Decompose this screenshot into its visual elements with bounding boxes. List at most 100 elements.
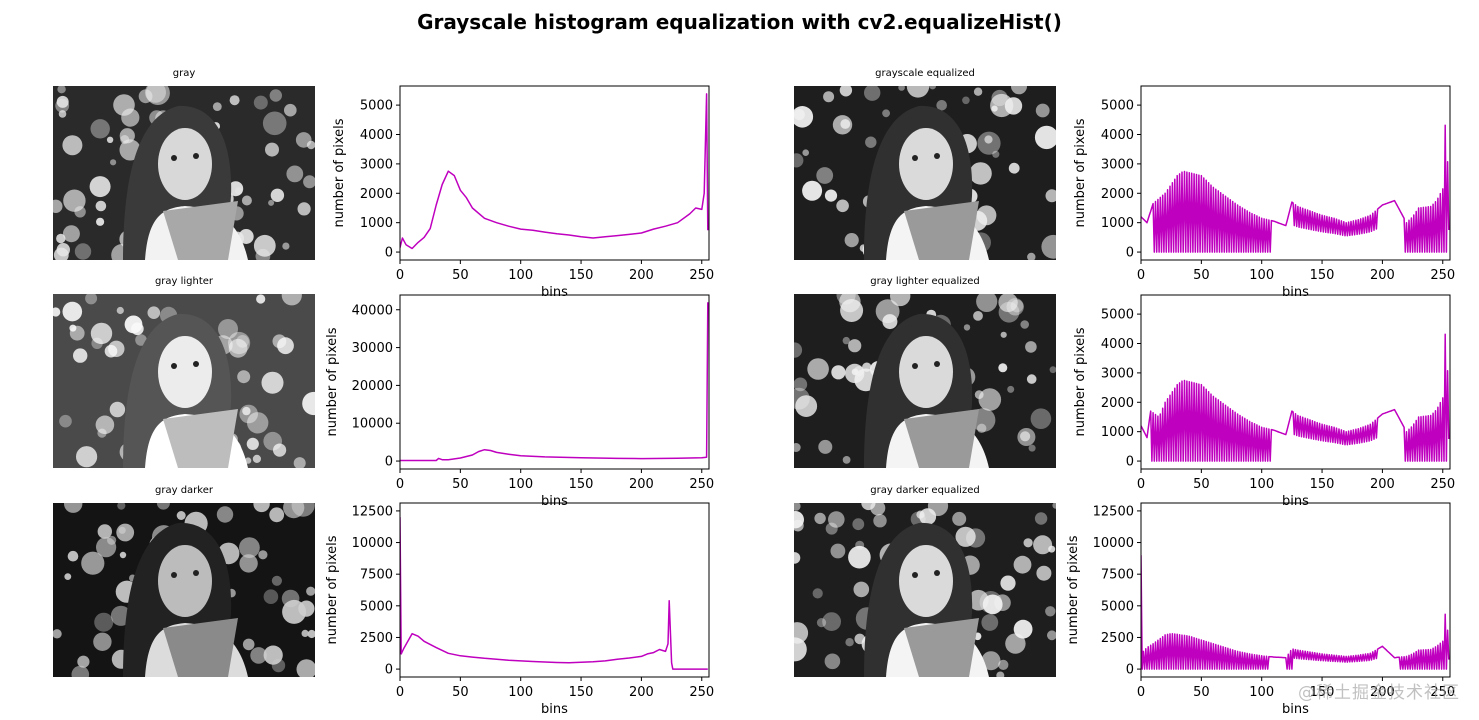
histogram-svg: 0 50 100 150 200 250 0 1000 2000 3000 4000 5000 bin…: [1073, 294, 1455, 509]
svg-text:0: 0: [385, 246, 393, 261]
svg-text:150: 150: [1310, 268, 1335, 283]
portrait-image: [53, 86, 315, 260]
svg-text:0: 0: [396, 268, 404, 283]
svg-text:250: 250: [1430, 685, 1455, 700]
histogram-line: [1141, 333, 1450, 462]
svg-text:50: 50: [1193, 685, 1210, 700]
image-title-gray-lighter: gray lighter: [154, 276, 214, 287]
histogram-gray-equalized: 0 50 100 150 200 250 0 1000 2000 3000 4000 5000 bin…: [1073, 85, 1455, 300]
photo: [794, 86, 1056, 260]
svg-text:4000: 4000: [1101, 128, 1134, 143]
image-title-gray-darker-equalized: gray darker equalized: [870, 485, 980, 496]
svg-text:50: 50: [1193, 268, 1210, 283]
svg-text:0: 0: [396, 685, 404, 700]
svg-text:7500: 7500: [1101, 568, 1134, 583]
svg-text:200: 200: [1370, 268, 1395, 283]
svg-text:0: 0: [1137, 268, 1145, 283]
svg-text:10000: 10000: [352, 536, 393, 551]
histogram-svg: 0 50 100 150 200 250 0 10000 20000 30000 40000 bin…: [325, 294, 714, 509]
svg-text:50: 50: [452, 685, 469, 700]
histogram-gray-darker-equalized: 0 50 100 150 200 250 0 2500 5000 7500 10000 12500 b…: [1066, 502, 1455, 717]
svg-text:1000: 1000: [360, 216, 393, 231]
x-axis-label: bins: [1282, 494, 1309, 509]
portrait-image: [53, 294, 315, 468]
y-axis-label: number of pixels: [325, 327, 340, 436]
svg-text:0: 0: [396, 477, 404, 492]
portrait-image: [794, 503, 1056, 677]
y-axis-label: number of pixels: [1073, 118, 1088, 227]
svg-text:250: 250: [689, 685, 714, 700]
svg-text:0: 0: [1126, 455, 1134, 470]
svg-text:2000: 2000: [1101, 187, 1134, 202]
svg-text:2500: 2500: [1101, 631, 1134, 646]
portrait-image: [794, 294, 1056, 468]
svg-text:12500: 12500: [352, 504, 393, 519]
svg-text:100: 100: [508, 477, 533, 492]
svg-text:3000: 3000: [360, 157, 393, 172]
svg-text:150: 150: [1310, 685, 1335, 700]
svg-text:3000: 3000: [1101, 157, 1134, 172]
histogram-line: [400, 517, 708, 670]
image-gray-lighter: [53, 294, 315, 468]
svg-text:200: 200: [629, 685, 654, 700]
image-gray-darker-equalized: [794, 503, 1056, 677]
svg-text:150: 150: [569, 268, 594, 283]
svg-text:250: 250: [1430, 477, 1455, 492]
x-axis-label: bins: [541, 285, 568, 300]
figure-title: Grayscale histogram equalization with cv…: [417, 10, 1062, 34]
svg-text:2000: 2000: [1101, 396, 1134, 411]
svg-text:0: 0: [1137, 477, 1145, 492]
histogram-gray-darker: 0 50 100 150 200 250 0 2500 5000 7500 10000 12500 b…: [325, 502, 714, 717]
x-axis-label: bins: [541, 494, 568, 509]
image-grayscale-equalized: [794, 86, 1056, 260]
svg-text:0: 0: [1137, 685, 1145, 700]
svg-text:0: 0: [385, 663, 393, 678]
svg-text:50: 50: [1193, 477, 1210, 492]
image-gray-darker: [53, 503, 315, 677]
svg-text:30000: 30000: [352, 341, 393, 356]
svg-text:200: 200: [1370, 685, 1395, 700]
svg-text:4000: 4000: [360, 128, 393, 143]
image-title-gray-darker: gray darker: [155, 485, 213, 496]
svg-text:10000: 10000: [352, 417, 393, 432]
histogram-line: [400, 93, 709, 250]
svg-text:0: 0: [1126, 663, 1134, 678]
svg-text:1000: 1000: [1101, 216, 1134, 231]
histogram-line: [400, 302, 709, 462]
svg-text:5000: 5000: [1101, 599, 1134, 614]
photo: [53, 503, 315, 677]
photo: [53, 294, 315, 468]
svg-text:150: 150: [569, 477, 594, 492]
x-axis-label: bins: [1282, 702, 1309, 717]
svg-text:3000: 3000: [1101, 366, 1134, 381]
svg-text:250: 250: [689, 477, 714, 492]
image-gray: [53, 86, 315, 260]
image-title-gray: gray: [172, 68, 196, 79]
photo: [794, 294, 1056, 468]
svg-text:10000: 10000: [1093, 536, 1134, 551]
svg-text:100: 100: [1249, 685, 1274, 700]
svg-text:50: 50: [452, 268, 469, 283]
histogram-gray-lighter-equalized: 0 50 100 150 200 250 0 1000 2000 3000 4000 5000 bin…: [1073, 294, 1455, 509]
y-axis-label: number of pixels: [1066, 535, 1081, 644]
svg-text:4000: 4000: [1101, 337, 1134, 352]
svg-text:250: 250: [1430, 268, 1455, 283]
svg-text:20000: 20000: [352, 379, 393, 394]
photo: [794, 503, 1056, 677]
svg-text:2000: 2000: [360, 187, 393, 202]
svg-text:2500: 2500: [360, 631, 393, 646]
svg-text:7500: 7500: [360, 568, 393, 583]
svg-text:100: 100: [1249, 268, 1274, 283]
svg-text:0: 0: [1126, 246, 1134, 261]
svg-text:150: 150: [569, 685, 594, 700]
histogram-gray-lighter: 0 50 100 150 200 250 0 10000 20000 30000 40000 bin…: [325, 294, 714, 509]
y-axis-label: number of pixels: [1073, 327, 1088, 436]
svg-text:250: 250: [689, 268, 714, 283]
x-axis-label: bins: [1282, 285, 1309, 300]
svg-text:200: 200: [629, 268, 654, 283]
svg-text:50: 50: [452, 477, 469, 492]
svg-text:1000: 1000: [1101, 425, 1134, 440]
y-axis-label: number of pixels: [325, 535, 340, 644]
image-gray-lighter-equalized: [794, 294, 1056, 468]
y-axis-label: number of pixels: [332, 118, 347, 227]
